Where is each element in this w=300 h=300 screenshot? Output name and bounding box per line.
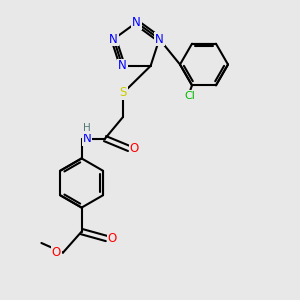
Text: H: H: [83, 123, 91, 133]
Text: O: O: [130, 142, 139, 155]
Text: N: N: [155, 33, 164, 46]
Text: N: N: [118, 59, 127, 72]
Text: O: O: [52, 246, 61, 259]
Text: N: N: [109, 33, 118, 46]
Text: S: S: [119, 86, 127, 100]
Text: O: O: [108, 232, 117, 245]
Text: Cl: Cl: [184, 91, 195, 101]
Text: N: N: [82, 132, 91, 145]
Text: N: N: [132, 16, 141, 29]
